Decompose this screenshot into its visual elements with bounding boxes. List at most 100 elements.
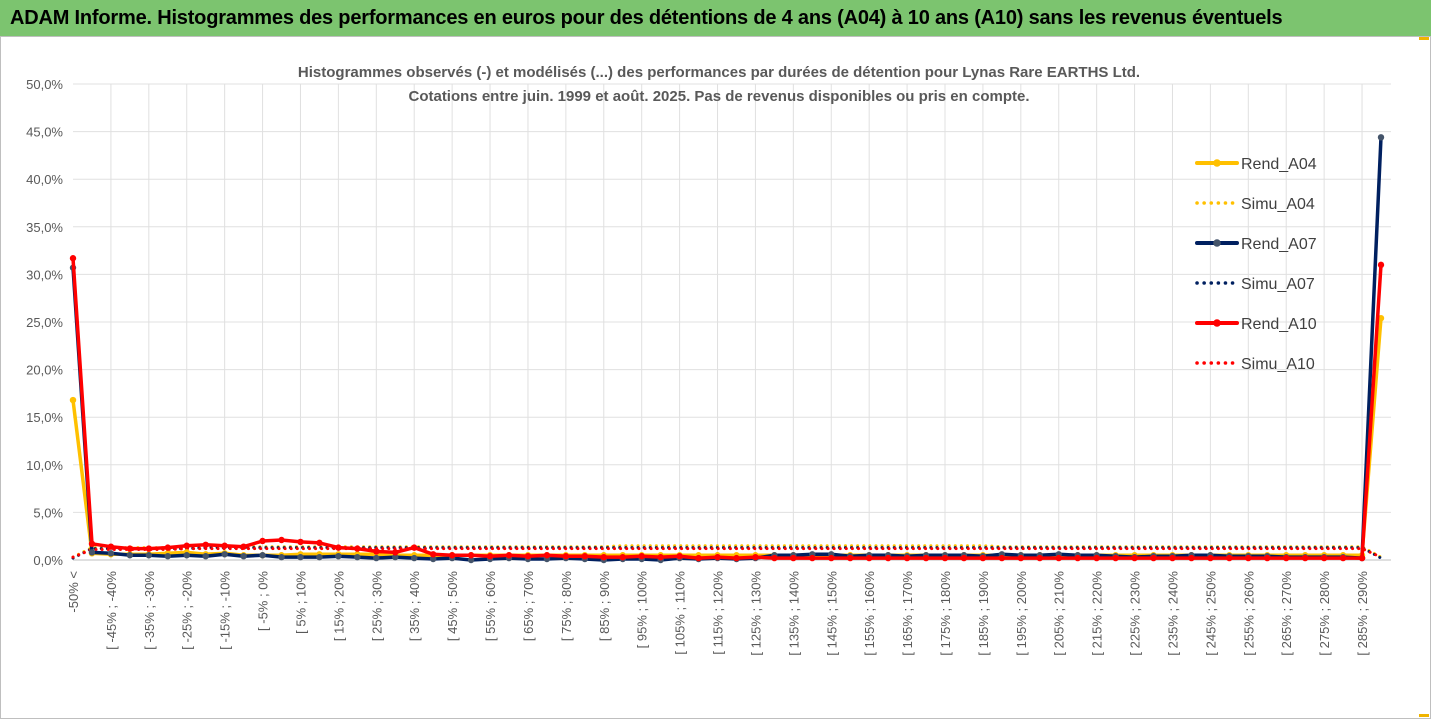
x-tick-label: [ 125% ; 130% bbox=[748, 571, 763, 656]
series-line-rend_a10 bbox=[71, 256, 1383, 560]
data-point-rend_a10 bbox=[809, 554, 816, 562]
data-point-rend_a10 bbox=[1036, 554, 1043, 562]
line-chart: 0,0% 5,0% 10,0% 15,0% 20,0% 25,0% 30,0% 35,0% 40… bbox=[26, 64, 1391, 656]
data-point-rend_a07 bbox=[202, 552, 209, 560]
data-point-rend_a10 bbox=[752, 553, 759, 561]
data-point-rend_a10 bbox=[88, 540, 96, 548]
legend-label-simu_a10: Simu_A10 bbox=[1241, 356, 1315, 373]
x-tick-label: [ 85% ; 90% bbox=[597, 571, 612, 642]
data-point-rend_a10 bbox=[922, 554, 930, 562]
x-tick-label: [ 25% ; 30% bbox=[369, 571, 384, 642]
data-point-rend_a07 bbox=[145, 552, 153, 559]
gridlines bbox=[73, 83, 1391, 561]
data-point-rend_a10 bbox=[695, 554, 702, 562]
data-point-rend_a10 bbox=[790, 554, 797, 562]
data-point-rend_a10 bbox=[903, 554, 911, 562]
data-point-rend_a10 bbox=[297, 538, 304, 546]
y-tick-label: 35,0% bbox=[26, 220, 63, 235]
data-point-rend_a07 bbox=[392, 553, 399, 561]
x-tick-label: [ 245% ; 250% bbox=[1203, 571, 1218, 656]
data-point-rend_a10 bbox=[562, 552, 570, 560]
data-point-rend_a10 bbox=[600, 553, 607, 561]
data-point-rend_a10 bbox=[505, 552, 513, 559]
data-point-rend_a10 bbox=[847, 554, 854, 562]
data-point-rend_a10 bbox=[771, 554, 778, 562]
data-point-rend_a10 bbox=[1358, 554, 1366, 562]
data-point-rend_a07 bbox=[183, 552, 190, 559]
data-point-rend_a10 bbox=[1112, 554, 1119, 562]
data-point-rend_a07 bbox=[278, 553, 285, 561]
x-tick-label: [ 215% ; 220% bbox=[1090, 571, 1105, 656]
legend-label-rend_a10: Rend_A10 bbox=[1241, 316, 1317, 333]
x-tick-label: [ -5% ; 0% bbox=[256, 571, 271, 631]
data-point-rend_a10 bbox=[941, 554, 949, 562]
x-tick-label: [ 145% ; 150% bbox=[824, 571, 839, 656]
x-tick-label: [ 275% ; 280% bbox=[1317, 571, 1332, 656]
data-point-rend_a10 bbox=[467, 552, 475, 559]
data-point-rend_a10 bbox=[1074, 554, 1081, 562]
y-tick-label: 40,0% bbox=[26, 172, 63, 187]
legend-label-simu_a07: Simu_A07 bbox=[1241, 276, 1315, 293]
data-point-rend_a07 bbox=[107, 550, 115, 557]
data-point-rend_a10 bbox=[676, 552, 683, 560]
data-point-rend_a10 bbox=[1150, 554, 1157, 562]
data-point-rend_a10 bbox=[1245, 554, 1252, 562]
series-line-rend_a04 bbox=[71, 316, 1383, 557]
legend-label-rend_a07: Rend_A07 bbox=[1241, 236, 1317, 253]
data-point-rend_a10 bbox=[1055, 554, 1062, 562]
chart-subtitle-line: Histogrammes observés (-) et modélisés (… bbox=[298, 64, 1140, 81]
x-tick-label: [ -15% ; -10% bbox=[218, 571, 233, 650]
data-point-rend_a10 bbox=[278, 536, 285, 544]
data-point-rend_a10 bbox=[354, 545, 361, 552]
data-point-rend_a10 bbox=[714, 553, 721, 561]
x-tick-label: [ 265% ; 270% bbox=[1279, 571, 1294, 656]
data-point-rend_a10 bbox=[335, 544, 342, 551]
series-line-simu_a10 bbox=[71, 547, 1383, 559]
legend-marker-rend_a04 bbox=[1213, 159, 1221, 167]
x-tick-label: [ 5% ; 10% bbox=[293, 571, 308, 634]
x-tick-label: [ 45% ; 50% bbox=[445, 571, 460, 642]
x-tick-label: -50% < bbox=[66, 571, 81, 613]
data-point-rend_a07 bbox=[259, 552, 266, 559]
y-tick-label: 45,0% bbox=[26, 125, 63, 140]
chart-subtitle: Histogrammes observés (-) et modélisés (… bbox=[298, 64, 1140, 105]
x-tick-label: [ -25% ; -20% bbox=[180, 571, 195, 650]
data-point-rend_a10 bbox=[979, 554, 987, 562]
data-point-rend_a10 bbox=[164, 544, 171, 551]
chart-legend: Rend_A04 Simu_A04 Rend_A07 Simu_A07 Rend_A10… bbox=[1195, 156, 1317, 373]
data-point-rend_a10 bbox=[240, 543, 247, 550]
data-point-rend_a10 bbox=[638, 552, 645, 560]
y-tick-label: 15,0% bbox=[26, 410, 63, 425]
x-tick-label: [ -35% ; -30% bbox=[142, 571, 157, 650]
legend-label-rend_a04: Rend_A04 bbox=[1241, 156, 1317, 173]
data-point-rend_a10 bbox=[183, 542, 190, 549]
data-point-rend_a10 bbox=[524, 552, 532, 560]
y-tick-label: 20,0% bbox=[26, 363, 63, 378]
data-point-rend_a07 bbox=[297, 553, 304, 561]
x-axis: -50% < [ -45% ; -40% [ -35% ; -30% [ -25% ;… bbox=[66, 571, 1370, 656]
data-point-rend_a04 bbox=[69, 396, 77, 404]
data-point-rend_a10 bbox=[1207, 554, 1214, 562]
x-tick-label: [ 175% ; 180% bbox=[938, 571, 953, 656]
data-point-rend_a10 bbox=[1017, 554, 1025, 562]
report-title: ADAM Informe. Histogrammes des performan… bbox=[10, 7, 1283, 29]
x-tick-label: [ 155% ; 160% bbox=[862, 571, 877, 656]
data-point-rend_a10 bbox=[581, 552, 589, 560]
x-tick-label: [ 65% ; 70% bbox=[521, 571, 536, 642]
x-tick-label: [ 55% ; 60% bbox=[483, 571, 498, 642]
data-point-rend_a07 bbox=[126, 552, 134, 559]
data-point-rend_a10 bbox=[828, 554, 835, 562]
legend-marker-rend_a07 bbox=[1213, 239, 1221, 247]
data-point-rend_a10 bbox=[865, 554, 873, 562]
data-point-rend_a10 bbox=[69, 255, 77, 262]
y-tick-label: 50,0% bbox=[26, 77, 63, 92]
y-tick-label: 10,0% bbox=[26, 458, 63, 473]
x-tick-label: [ 235% ; 240% bbox=[1165, 571, 1180, 656]
data-point-rend_a10 bbox=[1301, 554, 1309, 562]
x-tick-label: [ -45% ; -40% bbox=[104, 571, 119, 650]
chart-area: 0,0% 5,0% 10,0% 15,0% 20,0% 25,0% 30,0% 35,0% 40… bbox=[0, 36, 1431, 719]
data-point-rend_a10 bbox=[998, 554, 1006, 562]
x-tick-label: [ 15% ; 20% bbox=[331, 571, 346, 642]
data-point-rend_a07 bbox=[1377, 134, 1385, 141]
data-point-rend_a10 bbox=[1131, 554, 1138, 562]
